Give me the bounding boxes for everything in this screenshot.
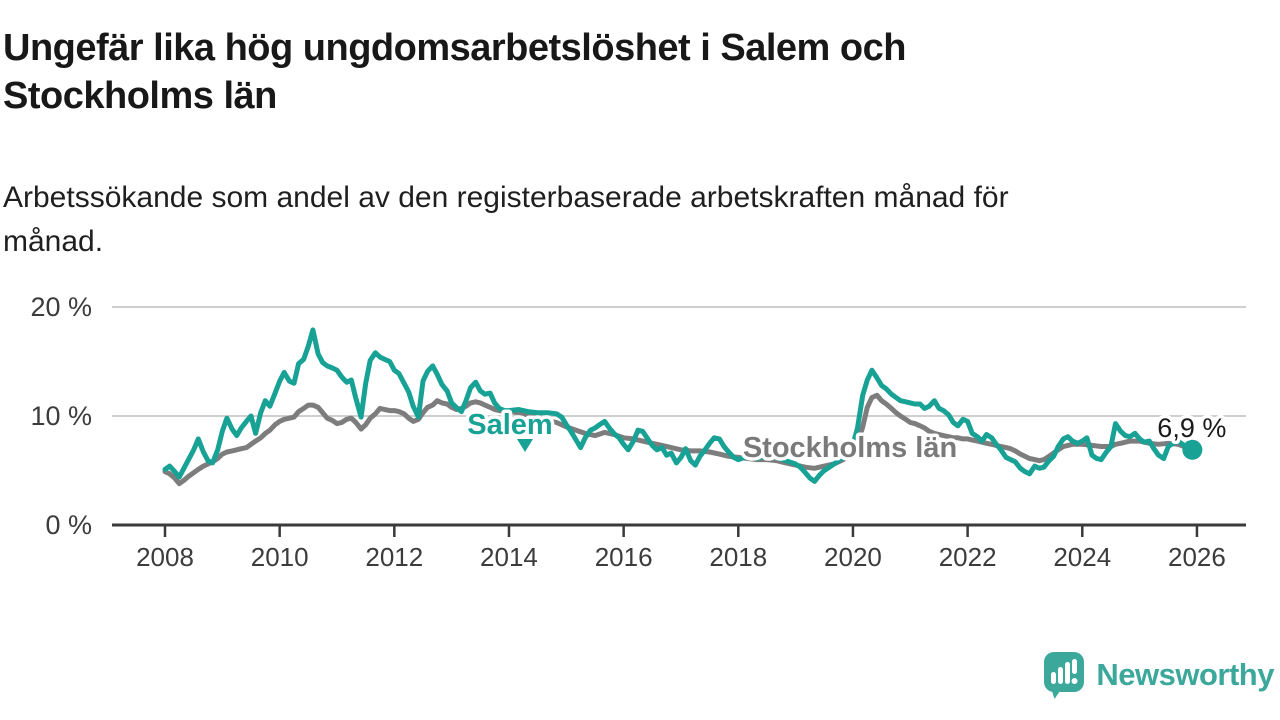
title-line-1: Ungefär lika hög ungdomsarbetslöshet i S…: [3, 27, 906, 69]
title-line-2: Stockholms län: [3, 75, 277, 117]
x-axis-label-2008: 2008: [136, 542, 194, 572]
x-axis-label-2014: 2014: [480, 542, 538, 572]
series-end-dot: [1182, 439, 1203, 460]
y-axis-label-0: 0 %: [45, 510, 92, 540]
chart-subtitle: Arbetssökande som andel av den registerb…: [3, 176, 1193, 264]
series-line-salem: [162, 327, 1195, 484]
footer-brand: Newsworthy: [1042, 650, 1274, 700]
x-axis-label-2016: 2016: [595, 542, 653, 572]
y-axis-label-10: 10 %: [30, 401, 92, 431]
series-label-salem: Salem: [467, 409, 552, 441]
end-value-annotation: 6,9 %: [1157, 413, 1226, 443]
salem-label-arrow-icon: [517, 439, 533, 452]
series-label-stockholms-l-n: Stockholms län: [743, 432, 957, 464]
x-axis-label-2020: 2020: [824, 542, 882, 572]
x-axis-label-2010: 2010: [251, 542, 309, 572]
newsworthy-logo-icon: [1044, 652, 1085, 699]
x-axis-label-2022: 2022: [939, 542, 997, 572]
subtitle-line-2: månad.: [3, 225, 104, 258]
x-axis-label-2026: 2026: [1168, 542, 1226, 572]
x-axis-label-2012: 2012: [365, 542, 423, 572]
newsworthy-logo-text: Newsworthy: [1096, 657, 1274, 692]
y-axis-label-20: 20 %: [30, 292, 92, 322]
page-title: Ungefär lika hög ungdomsarbetslöshet i S…: [3, 24, 1153, 120]
subtitle-line-1: Arbetssökande som andel av den registerb…: [3, 181, 1009, 214]
x-axis-label-2018: 2018: [709, 542, 767, 572]
series-line-stockholms-l-n: [162, 392, 1195, 487]
x-axis-label-2024: 2024: [1053, 542, 1111, 572]
